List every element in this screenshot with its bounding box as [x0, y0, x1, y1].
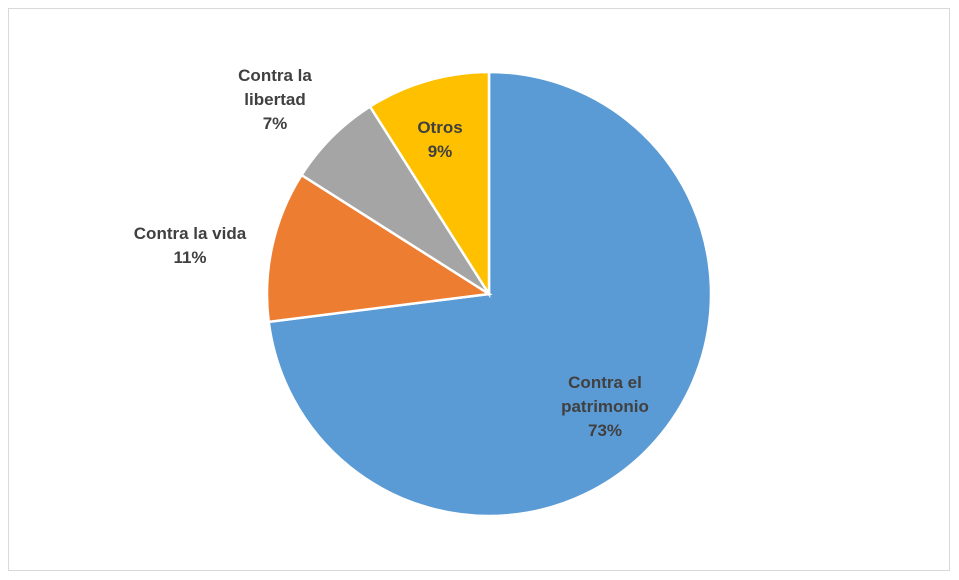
pie-slice — [265, 173, 493, 324]
category-label: Contra el patrimonio — [561, 373, 649, 416]
value-label: 9% — [427, 142, 453, 161]
value-label: 7% — [262, 114, 288, 133]
category-label: Otros — [417, 118, 463, 137]
value-label: 73% — [587, 421, 623, 440]
data-label: Otros 9% — [400, 116, 480, 164]
data-label: Contra el patrimonio 73% — [545, 371, 665, 443]
category-label: Contra la libertad — [238, 66, 312, 109]
chart-frame — [8, 8, 950, 571]
pie-slice — [368, 70, 491, 299]
category-label: Contra la vida — [133, 224, 247, 243]
data-label: Contra la libertad 7% — [220, 64, 330, 136]
data-label: Contra la vida 11% — [105, 222, 275, 270]
value-label: 11% — [173, 248, 207, 267]
